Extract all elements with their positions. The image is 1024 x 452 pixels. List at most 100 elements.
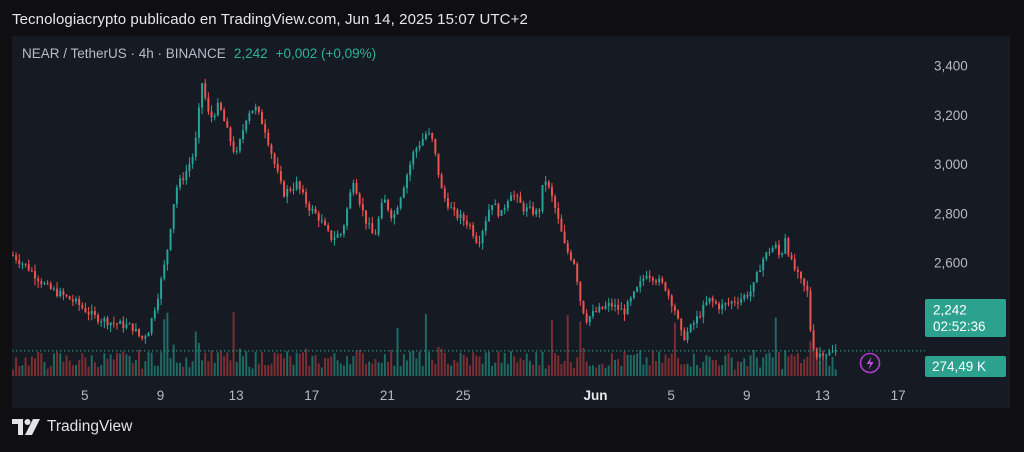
volume-bar [141, 368, 144, 376]
candle-body [27, 264, 30, 271]
candle-body [645, 275, 648, 279]
candle-body [642, 278, 645, 282]
candle-body [579, 281, 582, 301]
volume-bar [257, 363, 260, 376]
candle-body [557, 207, 560, 219]
candle-body [733, 301, 736, 303]
volume-bar [538, 365, 541, 376]
volume-bar [790, 354, 793, 376]
x-tick-label: 25 [456, 388, 471, 403]
candle-body [746, 295, 749, 297]
candle-body [156, 298, 159, 311]
candle-body [573, 259, 576, 264]
lightning-bolt-icon[interactable] [859, 352, 881, 374]
volume-bar [639, 350, 642, 376]
volume-bar [418, 351, 421, 376]
candle-body [34, 271, 36, 279]
candle-body [264, 124, 267, 133]
candle-body [330, 230, 333, 240]
candle-body [320, 220, 323, 222]
candle-body [828, 352, 831, 355]
candle-body [658, 278, 661, 283]
volume-bar [705, 355, 708, 376]
volume-bar [591, 365, 594, 376]
candle-body [289, 188, 292, 191]
volume-bar [402, 354, 405, 376]
y-tick-label: 3,400 [934, 59, 968, 74]
volume-bar [320, 367, 323, 376]
volume-bar [40, 353, 43, 376]
candle-body [749, 291, 752, 297]
volume-bar [59, 353, 62, 376]
candle-body [103, 318, 106, 322]
x-tick-label: 5 [81, 388, 89, 403]
volume-bar [484, 352, 487, 376]
publish-attribution: Tecnologiacrypto publicado en TradingVie… [12, 11, 528, 28]
candle-body [390, 209, 393, 219]
volume-bar [179, 362, 181, 376]
volume-bar [440, 348, 443, 376]
candle-body [755, 271, 758, 283]
volume-bar [469, 365, 471, 376]
volume-bar [487, 351, 490, 376]
volume-bar [264, 365, 267, 376]
candle-body [686, 331, 689, 341]
volume-bar [595, 367, 598, 376]
x-tick-label: Jun [583, 388, 607, 403]
volume-bar [78, 360, 81, 376]
candle-body [443, 188, 446, 199]
volume-bar [352, 356, 355, 376]
candle-body [393, 214, 396, 219]
candle-body [97, 315, 100, 323]
candle-body [374, 233, 377, 235]
candle-body [119, 321, 122, 325]
candle-body [683, 330, 686, 341]
candle-body [629, 297, 632, 302]
candle-body [254, 106, 257, 111]
candle-body [204, 83, 207, 98]
candle-body [169, 229, 172, 250]
candle-body [462, 214, 465, 221]
volume-bar [52, 353, 55, 376]
candle-body [305, 192, 308, 204]
volume-bar [500, 362, 503, 376]
volume-bar [201, 360, 204, 376]
volume-bar [21, 365, 24, 376]
symbol-label[interactable]: NEAR / TetherUS · 4h · BINANCE [22, 46, 226, 61]
candle-body [825, 354, 828, 356]
volume-bar [324, 357, 326, 376]
candle-body [708, 297, 711, 303]
candle-body [125, 324, 128, 328]
legend-price: 2,242 [233, 46, 268, 61]
volume-bar [503, 353, 506, 376]
volume-bar [380, 363, 383, 376]
volume-bar [431, 359, 434, 376]
tradingview-logo-icon[interactable] [12, 419, 40, 435]
candle-body [620, 308, 623, 310]
candle-body [771, 247, 774, 253]
candle-body [822, 353, 825, 356]
volume-bar [81, 353, 84, 376]
brand-name[interactable]: TradingView [47, 418, 133, 435]
candle-body [582, 300, 585, 314]
volume-bar [718, 365, 721, 376]
volume-bar [711, 359, 714, 376]
candle-body [453, 207, 456, 210]
volume-bar [97, 367, 100, 376]
candle-body [402, 187, 405, 198]
candle-body [295, 181, 298, 190]
volume-bar [242, 356, 245, 376]
candle-body [141, 335, 144, 339]
volume-bar [510, 351, 512, 376]
candle-body [251, 110, 254, 114]
candle-body [610, 303, 613, 307]
candle-body [670, 295, 673, 307]
volume-bar [128, 355, 131, 376]
volume-bar [689, 366, 692, 376]
volume-bar [175, 362, 178, 376]
volume-bar [544, 368, 547, 376]
candle-body [781, 253, 784, 255]
